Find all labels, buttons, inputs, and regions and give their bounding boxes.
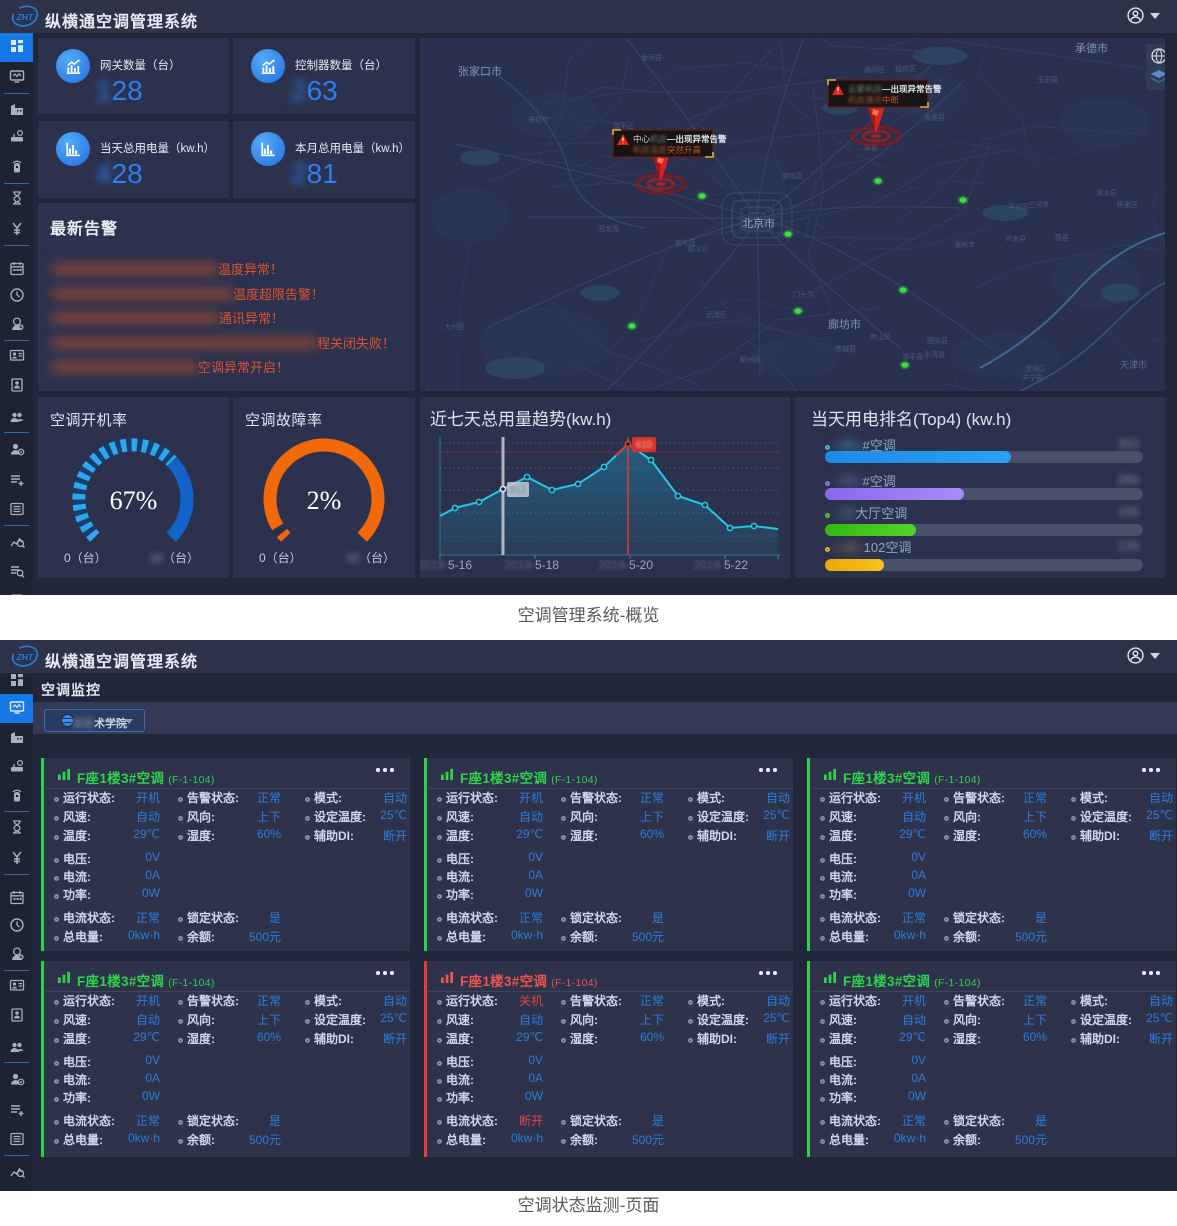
svg-text:涿鹿县: 涿鹿县	[924, 113, 945, 122]
svg-text:机房温度: 机房温度	[633, 145, 668, 155]
svg-text:顺义区: 顺义区	[688, 245, 709, 253]
svg-text:机房通讯: 机房通讯	[848, 95, 883, 105]
svg-text:固安县: 固安县	[927, 336, 948, 345]
svg-text:2019-: 2019-	[420, 558, 448, 572]
svg-text:怀来县: 怀来县	[1005, 234, 1026, 243]
svg-text:香河县: 香河县	[641, 53, 662, 62]
svg-text:5-22: 5-22	[724, 558, 748, 572]
svg-text:通州区: 通州区	[864, 65, 885, 74]
svg-text:610: 610	[636, 440, 653, 451]
svg-text:ZHT: ZHT	[15, 12, 34, 22]
svg-text:大兴区: 大兴区	[444, 322, 465, 331]
svg-text:机房: 机房	[650, 134, 667, 144]
svg-text:三河市: 三河市	[1028, 200, 1049, 209]
svg-text:—出现异常告警: —出现异常告警	[667, 134, 727, 144]
svg-text:宣化区: 宣化区	[782, 171, 803, 180]
svg-text:承德市: 承德市	[1075, 41, 1108, 55]
svg-text:昌平区: 昌平区	[613, 122, 634, 130]
svg-text:滦平县: 滦平县	[902, 352, 923, 361]
svg-text:2019-: 2019-	[598, 558, 629, 572]
svg-text:突然升高: 突然升高	[667, 145, 701, 155]
svg-text:412: 412	[510, 485, 527, 496]
svg-text:5-18: 5-18	[535, 558, 559, 572]
svg-text:易县: 易县	[864, 144, 878, 152]
svg-text:2019-: 2019-	[504, 558, 535, 572]
svg-text:回龙观: 回龙观	[598, 224, 619, 233]
svg-text:门头沟: 门头沟	[793, 290, 814, 299]
svg-text:平谷区: 平谷区	[1008, 202, 1029, 211]
svg-text:中心: 中心	[633, 134, 651, 144]
svg-text:—出现异常告警: —出现异常告警	[882, 84, 942, 94]
svg-text:张家口市: 张家口市	[458, 64, 502, 78]
svg-text:延庆区: 延庆区	[895, 64, 916, 73]
svg-text:北京市: 北京市	[742, 216, 775, 230]
svg-text:2019-: 2019-	[693, 558, 724, 572]
svg-text:房山区: 房山区	[870, 332, 891, 341]
svg-text:云蒙机房: 云蒙机房	[848, 84, 882, 94]
svg-text:宝坻区: 宝坻区	[1025, 364, 1046, 373]
svg-text:赤城县: 赤城县	[835, 345, 856, 353]
svg-text:武清区: 武清区	[706, 310, 727, 319]
svg-text:天津市: 天津市	[1120, 359, 1147, 370]
svg-text:涞水县: 涞水县	[1096, 188, 1117, 197]
svg-text:怀柔区: 怀柔区	[1117, 200, 1138, 209]
svg-text:蔚县: 蔚县	[1055, 233, 1069, 242]
svg-text:蓟州区: 蓟州区	[740, 355, 761, 364]
svg-text:崇礼区: 崇礼区	[675, 238, 696, 247]
svg-text:涿州市: 涿州市	[954, 240, 975, 249]
svg-text:5-16: 5-16	[448, 558, 472, 572]
svg-text:5-20: 5-20	[629, 558, 653, 572]
svg-text:玉田县: 玉田县	[1037, 76, 1058, 84]
svg-text:遵化市: 遵化市	[528, 115, 549, 124]
svg-text:中断: 中断	[882, 95, 900, 105]
svg-text:廊坊市: 廊坊市	[828, 317, 861, 331]
svg-text:丰宁县: 丰宁县	[1022, 373, 1043, 382]
svg-text:ZHT: ZHT	[15, 652, 34, 662]
svg-text:永清县: 永清县	[924, 350, 945, 359]
